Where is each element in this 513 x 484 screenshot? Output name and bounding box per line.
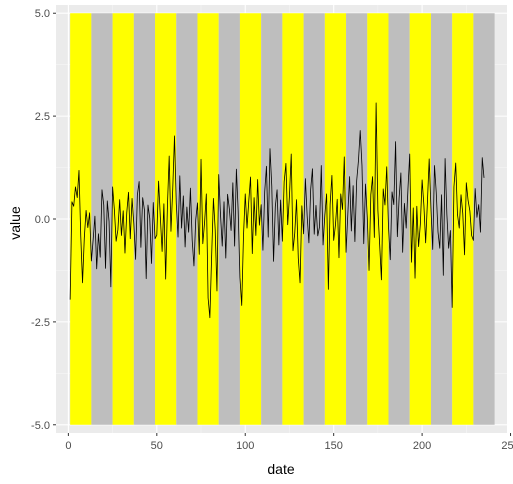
band-gray: [261, 13, 283, 425]
y-tick-label: -5.0: [31, 420, 50, 432]
x-tick-label: 0: [65, 440, 71, 452]
band-yellow: [282, 13, 304, 425]
band-gray: [473, 13, 495, 425]
y-axis-title: value: [7, 206, 23, 240]
band-gray: [346, 13, 368, 425]
band-gray: [303, 13, 325, 425]
x-axis: 0 50 100 150 200 250: [65, 433, 513, 452]
band-yellow: [70, 13, 92, 425]
x-tick-label: 150: [324, 440, 342, 452]
band-gray: [176, 13, 198, 425]
y-tick-label: 5.0: [35, 8, 50, 20]
band-yellow: [155, 13, 177, 425]
band-gray: [430, 13, 453, 425]
band-yellow: [324, 13, 347, 425]
y-tick-label: 2.5: [35, 111, 50, 123]
x-tick-label: 50: [151, 440, 163, 452]
series-line: [69, 102, 485, 319]
x-tick-label: 100: [236, 440, 254, 452]
band-gray: [388, 13, 410, 425]
band-gray: [218, 13, 240, 425]
band-gray: [91, 13, 113, 425]
y-tick-label: -2.5: [31, 317, 50, 329]
band-yellow: [367, 13, 389, 425]
y-axis: -5.0 -2.5 0.0 2.5 5.0: [31, 8, 56, 432]
x-tick-label: 250: [501, 440, 513, 452]
x-tick-label: 200: [413, 440, 431, 452]
series-group: [69, 102, 485, 319]
background-bands: [70, 13, 495, 425]
y-tick-label: 0.0: [35, 214, 50, 226]
band-yellow: [239, 13, 262, 425]
band-yellow: [197, 13, 219, 425]
x-axis-title: date: [267, 461, 294, 477]
